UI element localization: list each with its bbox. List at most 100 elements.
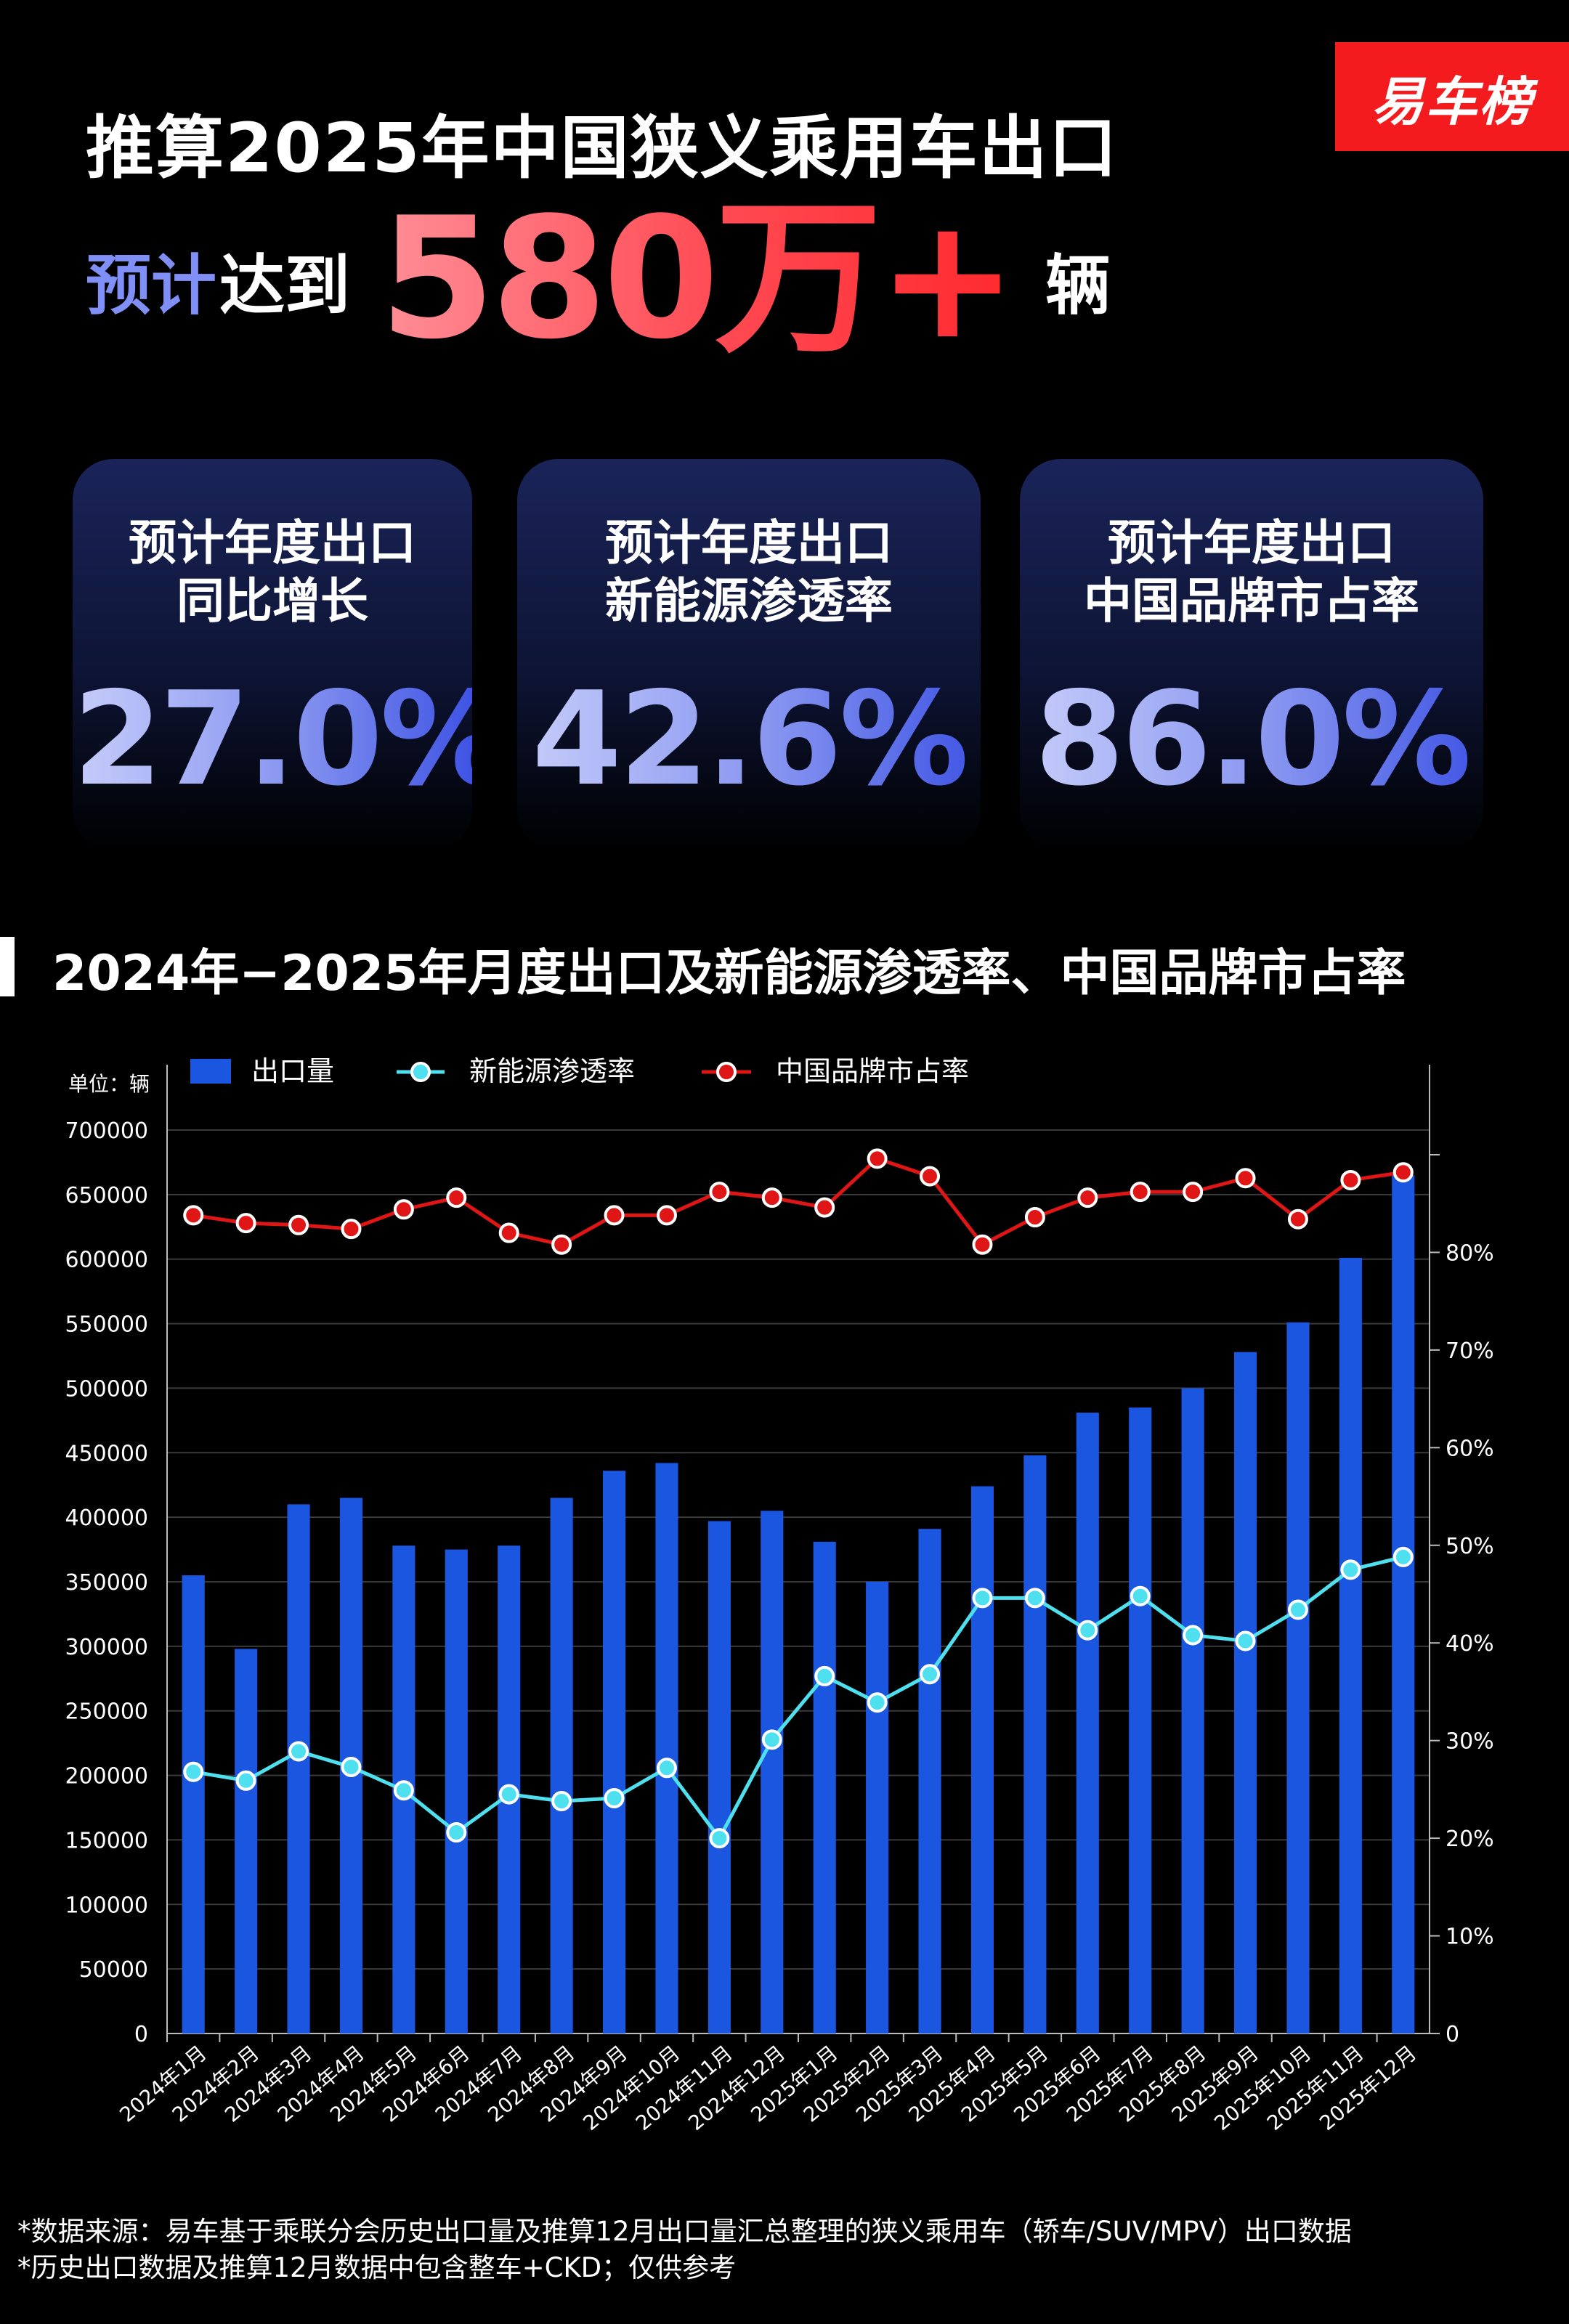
bar bbox=[1076, 1413, 1099, 2033]
brand-share-point bbox=[814, 1197, 835, 1218]
brand-share-point bbox=[235, 1213, 256, 1234]
kpi-card-title-line1: 预计年度出口 bbox=[605, 515, 893, 571]
bar bbox=[602, 1471, 626, 2033]
bar bbox=[1129, 1407, 1152, 2033]
bar bbox=[1181, 1388, 1204, 2033]
nev-rate-point bbox=[1340, 1559, 1361, 1580]
nev-rate-point bbox=[1287, 1599, 1308, 1620]
brand-share-point bbox=[972, 1234, 993, 1255]
nev-rate-point bbox=[1235, 1630, 1256, 1651]
nev-rate-point bbox=[604, 1787, 625, 1808]
legend-label: 出口量 bbox=[251, 1055, 334, 1087]
nev-rate-point bbox=[1392, 1546, 1414, 1567]
y-left-tick-label: 350000 bbox=[65, 1570, 148, 1596]
kpi-card-title: 预计年度出口 新能源渗透率 bbox=[517, 514, 981, 630]
brand-share-point bbox=[656, 1205, 677, 1226]
legend-label: 中国品牌市占率 bbox=[776, 1055, 969, 1087]
bar bbox=[1286, 1322, 1310, 2033]
y-right-tick-label: 80% bbox=[1446, 1240, 1494, 1266]
brand-share-point bbox=[498, 1222, 519, 1243]
bar bbox=[1023, 1455, 1047, 2033]
nev-rate-point bbox=[814, 1665, 835, 1686]
brand-share-point bbox=[1340, 1169, 1361, 1190]
brand-share-point bbox=[1130, 1182, 1151, 1203]
bar bbox=[1392, 1175, 1415, 2033]
nev-rate-point bbox=[761, 1729, 782, 1750]
nev-rate-point bbox=[972, 1588, 993, 1609]
brand-share-line bbox=[192, 1156, 1404, 1247]
bar bbox=[708, 1521, 731, 2033]
y-right-tick-label: 50% bbox=[1446, 1534, 1494, 1559]
nev-rate-point bbox=[867, 1692, 888, 1713]
y-left-tick-label: 400000 bbox=[65, 1506, 148, 1531]
brand-share-point bbox=[867, 1148, 888, 1169]
nev-rate-point bbox=[393, 1780, 414, 1801]
y-left-tick-label: 300000 bbox=[65, 1635, 148, 1660]
bar bbox=[445, 1549, 468, 2033]
y-left-tick-label: 500000 bbox=[65, 1376, 148, 1402]
bar bbox=[550, 1498, 573, 2033]
nev-rate-point bbox=[920, 1664, 941, 1685]
kpi-card-value: 86.0% bbox=[1020, 668, 1483, 810]
y-right-tick-label: 10% bbox=[1446, 1925, 1494, 1950]
y-left-tick-label: 0 bbox=[134, 2022, 148, 2047]
section-marker bbox=[0, 937, 15, 996]
nev-rate-point bbox=[1183, 1625, 1204, 1646]
headline-sub: 预计 达到 580万+ 辆 bbox=[86, 196, 1111, 363]
y-left-unit-label: 单位：辆 bbox=[68, 1072, 150, 1096]
kpi-card-nev: 预计年度出口 新能源渗透率 42.6% bbox=[517, 459, 981, 851]
bar bbox=[655, 1463, 678, 2033]
sub-prefix: 达到 bbox=[219, 248, 350, 324]
y-right-tick-label: 20% bbox=[1446, 1827, 1494, 1852]
kpi-card-brand: 预计年度出口 中国品牌市占率 86.0% bbox=[1020, 459, 1483, 851]
nev-rate-point bbox=[288, 1741, 309, 1762]
sub-unit: 辆 bbox=[1045, 248, 1111, 324]
brand-share-point bbox=[1235, 1168, 1256, 1189]
footnote-source: *数据来源：易车基于乘联分会历史出口量及推算12月出口量汇总整理的狭义乘用车（轿… bbox=[17, 2216, 1352, 2247]
bar bbox=[287, 1504, 310, 2033]
nev-rate-point bbox=[1130, 1585, 1151, 1606]
nev-rate-line bbox=[192, 1555, 1404, 1840]
brand-share-point bbox=[288, 1214, 309, 1235]
kpi-card-value: 42.6% bbox=[517, 668, 981, 810]
bar bbox=[813, 1541, 836, 2033]
y-right-tick-label: 0 bbox=[1446, 2022, 1459, 2047]
y-left-tick-label: 550000 bbox=[65, 1312, 148, 1338]
kpi-card-title-line2: 中国品牌市占率 bbox=[1084, 573, 1419, 629]
legend-swatch-bar bbox=[190, 1059, 231, 1084]
nev-rate-point bbox=[183, 1761, 204, 1782]
y-left-tick-label: 50000 bbox=[79, 1957, 148, 1983]
section-title: 2024年−2025年月度出口及新能源渗透率、中国品牌市占率 bbox=[52, 945, 1406, 1002]
y-right-tick-label: 30% bbox=[1446, 1729, 1494, 1755]
bar bbox=[866, 1582, 889, 2033]
legend-swatch-nev-point bbox=[410, 1062, 431, 1082]
y-right-tick-label: 40% bbox=[1446, 1631, 1494, 1657]
brand-share-point bbox=[1183, 1182, 1204, 1203]
bar bbox=[235, 1649, 258, 2033]
brand-share-point bbox=[183, 1205, 204, 1226]
kpi-card-value: 27.0% bbox=[73, 664, 510, 814]
bar bbox=[182, 1575, 205, 2033]
brand-share-point bbox=[393, 1199, 414, 1220]
y-left-tick-label: 700000 bbox=[65, 1118, 148, 1144]
bar bbox=[1339, 1257, 1362, 2033]
y-left-tick-label: 200000 bbox=[65, 1764, 148, 1789]
bar bbox=[970, 1486, 994, 2033]
kpi-card-title-line2: 同比增长 bbox=[177, 573, 368, 629]
nev-rate-point bbox=[709, 1828, 730, 1849]
brand-share-point bbox=[920, 1166, 941, 1187]
y-right-tick-label: 70% bbox=[1446, 1338, 1494, 1364]
brand-share-point bbox=[446, 1187, 467, 1208]
footnote-note: *历史出口数据及推算12月数据中包含整车+CKD；仅供参考 bbox=[17, 2252, 737, 2283]
brand-share-point bbox=[709, 1182, 730, 1203]
brand-share-point bbox=[1077, 1187, 1098, 1208]
headline: 推算2025年中国狭义乘用车出口 bbox=[86, 109, 1119, 188]
nev-rate-point bbox=[235, 1770, 256, 1791]
nev-rate-point bbox=[446, 1822, 467, 1843]
bar bbox=[761, 1511, 784, 2033]
bar bbox=[918, 1529, 941, 2033]
y-left-tick-label: 150000 bbox=[65, 1828, 148, 1853]
brand-share-point bbox=[1024, 1207, 1045, 1228]
nev-rate-point bbox=[1024, 1588, 1045, 1609]
brand-logo: 易车榜 bbox=[1335, 42, 1569, 151]
